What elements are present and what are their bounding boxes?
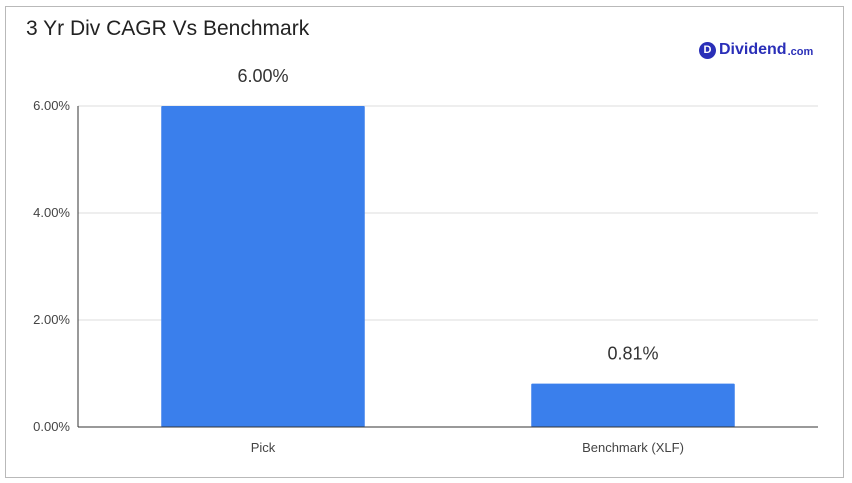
labels: 0.00% 2.00% 4.00% 6.00% 6.00% Pick 0.81% Benchm… bbox=[33, 66, 684, 455]
dividend-logo: D Dividend .com bbox=[699, 40, 813, 60]
y-tick-label: 2.00% bbox=[33, 312, 70, 327]
x-tick-label: Benchmark (XLF) bbox=[582, 440, 684, 455]
chart-title: 3 Yr Div CAGR Vs Benchmark bbox=[26, 17, 310, 40]
dividend-logo-icon: D bbox=[699, 41, 716, 59]
y-tick-label: 0.00% bbox=[33, 419, 70, 434]
y-tick-label: 4.00% bbox=[33, 205, 70, 220]
bar bbox=[161, 106, 365, 427]
bars bbox=[161, 106, 735, 427]
bar bbox=[531, 383, 735, 427]
bar-data-label: 0.81% bbox=[607, 344, 658, 364]
bar-data-label: 6.00% bbox=[237, 66, 288, 86]
y-tick-label: 6.00% bbox=[33, 98, 70, 113]
x-tick-label: Pick bbox=[251, 440, 276, 455]
dividend-logo-tld: .com bbox=[787, 45, 814, 58]
axes bbox=[77, 106, 818, 428]
chart-frame: 3 Yr Div CAGR Vs Benchmark D Dividend .c… bbox=[5, 6, 844, 478]
dividend-logo-name: Dividend bbox=[719, 41, 787, 58]
